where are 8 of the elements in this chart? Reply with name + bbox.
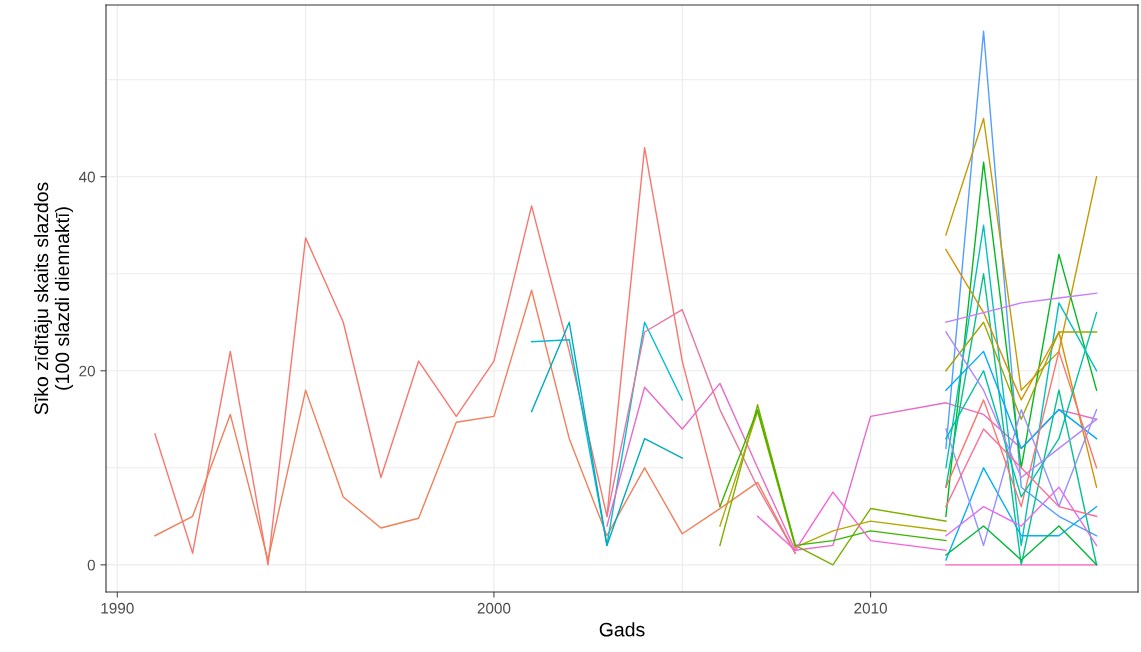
x-axis-title: Gads [599, 622, 645, 637]
y-axis-title: Sīko zīdītāju skaits slazdos (100 slazdi diennaktī) [33, 182, 74, 415]
y-tick-label: 40 [78, 171, 95, 183]
x-tick-label: 1990 [101, 602, 134, 614]
y-tick-label: 20 [79, 365, 95, 377]
x-tick-label: 2010 [854, 602, 887, 614]
y-tick-label: 0 [87, 559, 95, 571]
x-tick-label: 2000 [477, 602, 511, 614]
